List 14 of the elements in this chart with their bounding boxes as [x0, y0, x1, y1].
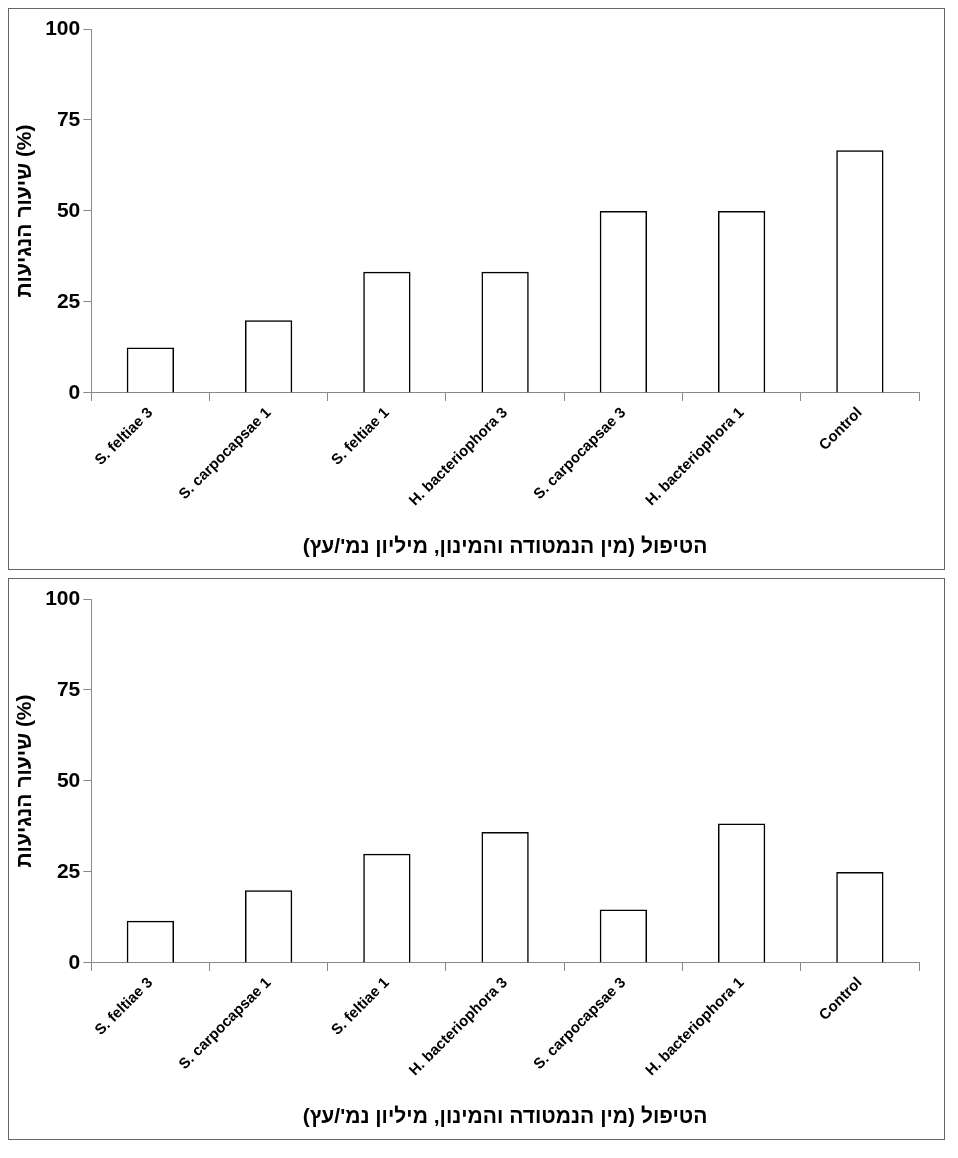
y-axis-title: שיעור הנגיעות (%)	[12, 124, 36, 298]
y-axis-title: שיעור הנגיעות (%)	[12, 694, 36, 868]
y-tick-label: 75	[56, 106, 81, 130]
y-tick-label: 75	[56, 676, 81, 700]
y-tick-label: 0	[68, 379, 81, 403]
x-axis-title: הטיפול (מין הנמטודה והמינון, מיליון נמ'/עץ)	[302, 534, 708, 558]
y-tick-label: 0	[68, 949, 81, 973]
y-tick-label: 25	[56, 858, 81, 882]
y-tick-label: 50	[56, 767, 81, 791]
x-axis-title: הטיפול (מין הנמטודה והמינון, מיליון נמ'/עץ)	[302, 1104, 708, 1128]
y-tick-label: 25	[56, 288, 81, 312]
y-tick-label: 100	[45, 15, 81, 39]
y-tick-label: 50	[56, 197, 81, 221]
y-tick-label: 100	[45, 585, 81, 609]
